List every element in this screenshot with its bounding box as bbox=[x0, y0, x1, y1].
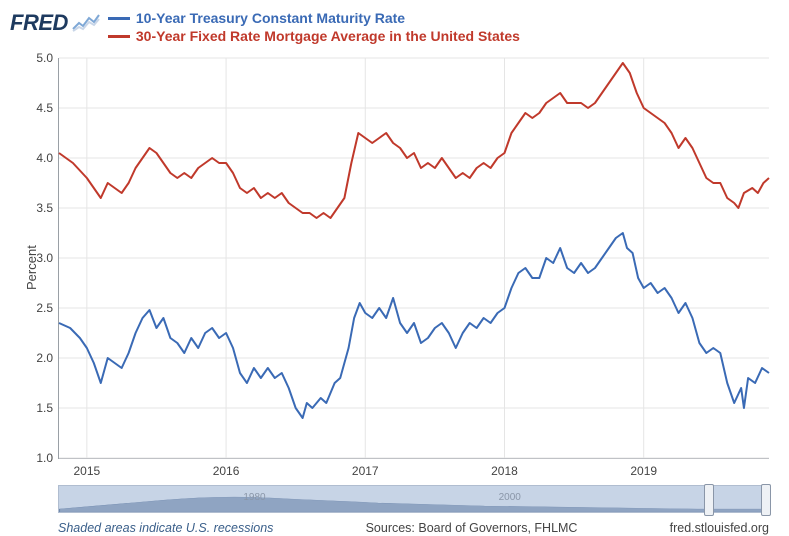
legend: 10-Year Treasury Constant Maturity Rate … bbox=[108, 10, 520, 44]
x-tick-label: 2015 bbox=[73, 458, 100, 478]
chart-header: FRED 10-Year Treasury Constant Maturity … bbox=[10, 10, 779, 58]
y-tick-label: 1.0 bbox=[36, 451, 59, 465]
recession-note: Shaded areas indicate U.S. recessions bbox=[58, 521, 273, 535]
fred-logo-icon bbox=[72, 13, 100, 33]
range-handle-right[interactable] bbox=[761, 484, 771, 516]
legend-swatch bbox=[108, 17, 130, 20]
range-label: 1980 bbox=[243, 492, 265, 503]
series-treasury-10yr bbox=[59, 233, 769, 418]
fred-chart: FRED 10-Year Treasury Constant Maturity … bbox=[10, 10, 779, 526]
y-tick-label: 3.5 bbox=[36, 201, 59, 215]
x-tick-label: 2019 bbox=[630, 458, 657, 478]
y-tick-label: 3.0 bbox=[36, 251, 59, 265]
plot-svg bbox=[59, 58, 769, 458]
fred-logo-text: FRED bbox=[10, 10, 68, 36]
legend-item-mortgage[interactable]: 30-Year Fixed Rate Mortgage Average in t… bbox=[108, 28, 520, 44]
site-link[interactable]: fred.stlouisfed.org bbox=[670, 521, 769, 535]
y-tick-label: 2.0 bbox=[36, 351, 59, 365]
source-note: Sources: Board of Governors, FHLMC bbox=[366, 521, 578, 535]
y-tick-label: 5.0 bbox=[36, 51, 59, 65]
fred-logo: FRED bbox=[10, 10, 100, 36]
y-tick-label: 1.5 bbox=[36, 401, 59, 415]
legend-item-treasury[interactable]: 10-Year Treasury Constant Maturity Rate bbox=[108, 10, 520, 26]
range-label: 2000 bbox=[499, 492, 521, 503]
y-tick-label: 4.0 bbox=[36, 151, 59, 165]
y-tick-label: 2.5 bbox=[36, 301, 59, 315]
series-group bbox=[59, 63, 769, 418]
y-tick-label: 4.5 bbox=[36, 101, 59, 115]
x-tick-label: 2018 bbox=[491, 458, 518, 478]
x-tick-label: 2016 bbox=[213, 458, 240, 478]
legend-label: 10-Year Treasury Constant Maturity Rate bbox=[136, 10, 405, 26]
range-slider[interactable]: 1980 2000 bbox=[58, 485, 769, 513]
gridlines bbox=[59, 58, 769, 458]
range-sparkline bbox=[59, 486, 768, 512]
x-tick-label: 2017 bbox=[352, 458, 379, 478]
range-handle-left[interactable] bbox=[704, 484, 714, 516]
plot-area[interactable]: 1.01.52.02.53.03.54.04.55.02015201620172… bbox=[58, 58, 769, 459]
series-mortgage-30yr bbox=[59, 63, 769, 218]
chart-footer: Shaded areas indicate U.S. recessions So… bbox=[58, 521, 769, 535]
legend-label: 30-Year Fixed Rate Mortgage Average in t… bbox=[136, 28, 520, 44]
legend-swatch bbox=[108, 35, 130, 38]
